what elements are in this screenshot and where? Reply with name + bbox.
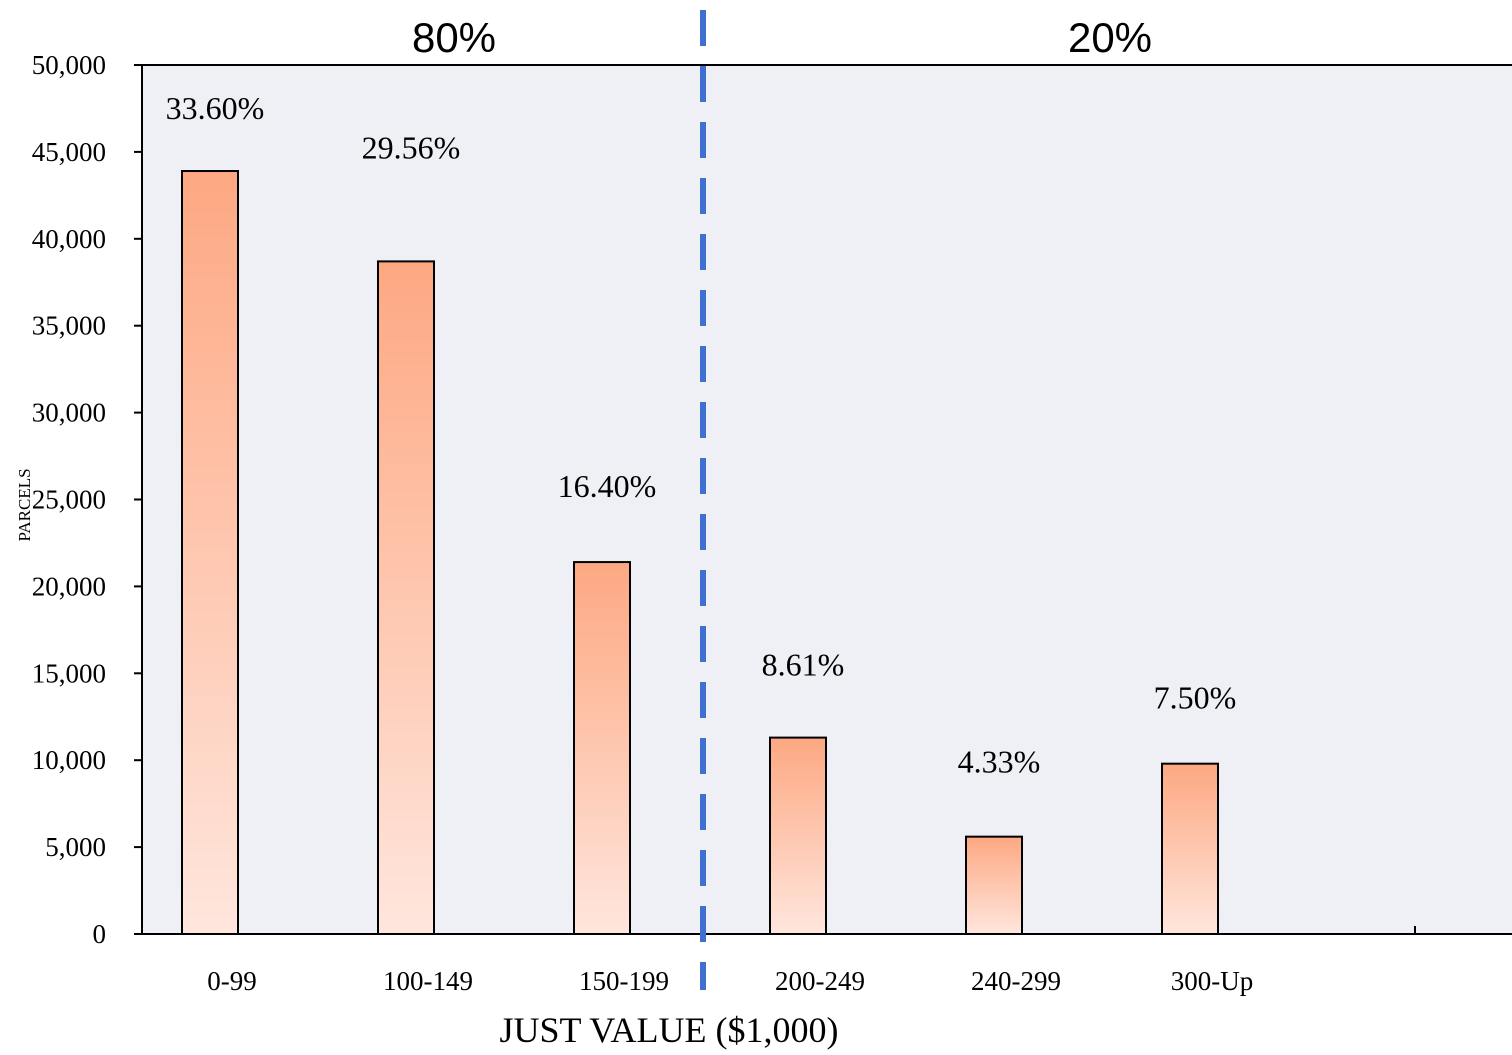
bar-0-99 (181, 170, 239, 935)
y-tick-label: 30,000 (32, 398, 106, 428)
data-label: 7.50% (1154, 680, 1237, 716)
y-tick-label: 25,000 (32, 485, 106, 515)
data-label: 8.61% (762, 647, 845, 683)
region-label-right: 20% (1068, 14, 1152, 61)
y-axis-ticks: 0 5,000 10,000 15,000 20,000 25,000 30,000 35,0… (32, 50, 142, 949)
x-tick-label: 200-249 (775, 966, 865, 996)
x-axis-ticks: 0-99 100-149 150-199 200-249 240-299 300-Up (207, 966, 1253, 996)
data-label: 16.40% (558, 468, 657, 504)
y-tick-label: 15,000 (32, 658, 106, 688)
data-labels: 33.60% 29.56% 16.40% 8.61% 4.33% 7.50% (166, 90, 1237, 780)
bar-200-249 (769, 736, 827, 936)
x-tick-label: 300-Up (1171, 966, 1254, 996)
y-tick-label: 50,000 (32, 50, 106, 80)
bar-240-299 (965, 835, 1023, 935)
y-tick-label: 10,000 (32, 745, 106, 775)
x-axis-title: JUST VALUE ($1,000) (499, 1010, 838, 1050)
region-label-left: 80% (412, 14, 496, 61)
x-tick-label: 0-99 (207, 966, 257, 996)
bar-150-199 (573, 561, 631, 935)
y-tick-label: 5,000 (45, 832, 106, 862)
y-tick-label: 45,000 (32, 137, 106, 167)
y-axis-title: PARCELS (15, 468, 34, 541)
bar-100-149 (377, 260, 435, 936)
data-label: 4.33% (958, 744, 1041, 780)
y-tick-label: 20,000 (32, 571, 106, 601)
x-tick-label: 100-149 (383, 966, 473, 996)
y-tick-label: 0 (93, 919, 107, 949)
x-tick-label: 240-299 (971, 966, 1061, 996)
data-label: 29.56% (362, 129, 461, 165)
y-tick-label: 35,000 (32, 311, 106, 341)
x-tick-label: 150-199 (579, 966, 669, 996)
y-tick-label: 40,000 (32, 224, 106, 254)
data-label: 33.60% (166, 90, 265, 126)
bar-300-Up (1161, 762, 1219, 936)
